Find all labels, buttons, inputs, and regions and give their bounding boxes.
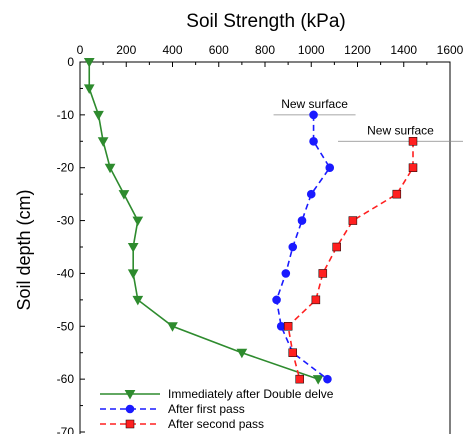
y-tick-label: -30	[57, 214, 75, 228]
new-surface-annotation: New surface	[367, 123, 434, 137]
y-tick-label: -60	[57, 372, 75, 386]
x-tick-label: 600	[209, 43, 229, 57]
data-point-series-2	[276, 321, 286, 331]
new-surface-annotation: New surface	[281, 97, 348, 111]
data-point-series-2	[323, 374, 332, 384]
data-point-series-3	[392, 189, 402, 199]
data-point-series-2	[309, 110, 318, 120]
data-point-series-2	[297, 216, 307, 225]
data-point-series-1	[83, 58, 95, 68]
data-point-series-1	[127, 269, 139, 279]
data-point-series-1	[132, 295, 144, 306]
data-point-series-1	[104, 163, 116, 174]
data-point-series-3	[332, 242, 341, 252]
chart-title: Soil Strength (kPa)	[186, 11, 345, 32]
y-tick-label: -20	[57, 161, 75, 175]
data-point-series-3	[318, 269, 328, 278]
data-point-series-2	[309, 136, 318, 146]
data-point-series-3	[295, 374, 304, 384]
x-tick-label: 0	[77, 43, 84, 57]
y-tick-label: 0	[67, 55, 74, 69]
legend-marker-2	[125, 404, 135, 414]
data-point-series-1	[127, 243, 139, 253]
data-point-series-1	[118, 190, 130, 200]
x-tick-label: 200	[116, 43, 136, 57]
data-point-series-2	[306, 189, 316, 199]
data-point-series-3	[408, 137, 418, 146]
data-point-series-2	[281, 269, 291, 278]
data-point-series-2	[272, 295, 281, 305]
data-point-series-1	[167, 322, 178, 332]
y-tick-label: -40	[57, 266, 75, 280]
data-point-series-1	[93, 110, 104, 121]
data-point-series-3	[311, 295, 321, 305]
data-point-series-3	[348, 216, 358, 225]
data-point-series-3	[408, 163, 418, 172]
x-tick-label: 1400	[390, 43, 417, 57]
legend-marker-1	[124, 390, 136, 400]
plot-layer: 0 200 400 600 800 1000 1200 1400 1600 0 -10 -20 -30 -…	[57, 43, 464, 434]
data-point-series-2	[325, 163, 335, 173]
data-point-series-1	[132, 216, 144, 227]
y-tick-label: -70	[57, 425, 75, 434]
x-tick-label: 1200	[344, 43, 371, 57]
legend-label-3: After second pass	[168, 417, 264, 431]
x-tick-label: 1600	[437, 43, 464, 57]
legend-label-1: Immediately after Double delve	[168, 387, 334, 401]
data-point-series-1	[236, 348, 248, 359]
data-point-series-1	[83, 84, 95, 94]
data-point-series-3	[288, 348, 297, 357]
data-point-series-2	[288, 242, 298, 252]
y-axis-label: Soil depth (cm)	[14, 189, 34, 310]
legend-marker-3	[125, 419, 135, 429]
series-line-3	[287, 141, 414, 380]
y-tick-label: -50	[57, 319, 75, 333]
legend-label-2: After first pass	[168, 402, 245, 416]
data-point-series-1	[97, 137, 109, 147]
y-tick-label: -10	[57, 108, 75, 122]
x-tick-label: 1000	[298, 43, 325, 57]
x-tick-label: 400	[162, 43, 182, 57]
series-line-2	[275, 114, 331, 380]
data-point-series-1	[312, 375, 324, 385]
x-tick-label: 800	[255, 43, 275, 57]
data-point-series-3	[283, 322, 293, 331]
